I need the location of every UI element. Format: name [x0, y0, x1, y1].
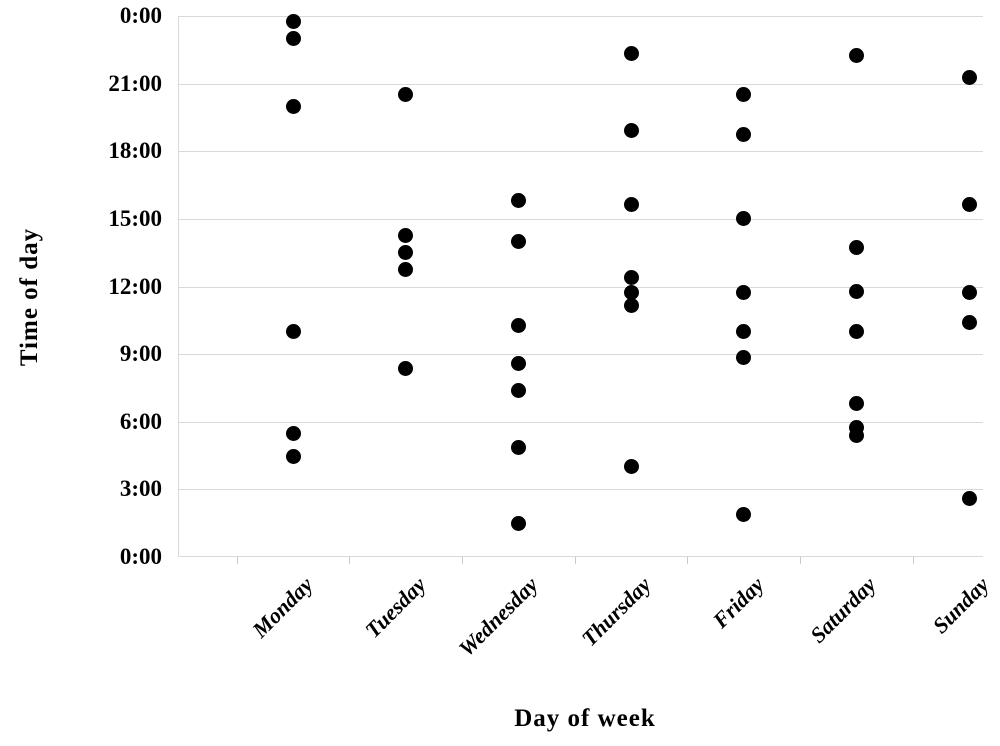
gridline: [179, 421, 983, 423]
data-point: [510, 382, 526, 398]
data-point: [623, 284, 639, 300]
x-axis-title: Day of week: [514, 705, 656, 732]
data-point: [510, 355, 526, 371]
data-point: [285, 449, 301, 465]
y-axis-tick-label: 0:00: [119, 3, 162, 28]
data-point: [398, 262, 414, 278]
data-point: [623, 196, 639, 212]
data-point: [285, 425, 301, 441]
y-axis-tick-label: 9:00: [119, 341, 162, 366]
data-point: [848, 283, 864, 299]
data-point: [736, 324, 752, 340]
data-point: [961, 315, 977, 331]
data-point: [623, 123, 639, 139]
data-point: [285, 98, 301, 114]
data-point: [736, 211, 752, 227]
gridline: [179, 556, 983, 557]
x-axis-tick: [349, 557, 351, 564]
data-point: [961, 284, 977, 300]
data-point: [398, 228, 414, 244]
data-point: [623, 45, 639, 61]
data-point: [736, 284, 752, 300]
data-point: [398, 87, 414, 103]
data-point: [736, 87, 752, 103]
x-axis-tick: [687, 557, 689, 564]
data-point: [848, 396, 864, 412]
data-point: [623, 269, 639, 285]
gridline: [179, 151, 983, 153]
data-point: [510, 193, 526, 209]
gridline: [179, 218, 983, 220]
gridline: [179, 16, 983, 17]
y-axis-tick-label: 12:00: [108, 274, 162, 299]
x-axis-tick: [800, 557, 801, 564]
data-point: [848, 47, 864, 63]
data-point: [623, 459, 639, 475]
data-point: [285, 14, 301, 30]
data-point: [961, 70, 977, 86]
data-point: [736, 506, 752, 522]
y-axis-tick-label: 0:00: [119, 544, 162, 569]
data-point: [848, 324, 864, 340]
gridline: [179, 83, 983, 85]
data-point: [961, 490, 977, 506]
gridline: [179, 286, 983, 288]
y-axis-tick-label: 3:00: [119, 476, 162, 501]
y-axis-tick-label: 15:00: [108, 206, 162, 231]
x-axis-tick: [912, 557, 914, 564]
data-point: [623, 298, 639, 314]
data-point: [510, 318, 526, 334]
data-point: [736, 350, 752, 365]
x-axis-tick: [574, 557, 576, 564]
data-point: [510, 233, 526, 249]
gridline: [179, 489, 983, 491]
data-point: [736, 126, 752, 142]
data-point: [961, 196, 977, 212]
x-axis-tick: [236, 557, 238, 564]
gridline: [179, 354, 983, 356]
data-point: [848, 427, 864, 443]
data-point: [398, 361, 414, 377]
y-axis-tick-label: 21:00: [108, 71, 162, 96]
y-axis-tick-label: 6:00: [119, 409, 162, 434]
data-point: [398, 245, 414, 261]
data-point: [285, 31, 301, 47]
y-axis-tick-label: 18:00: [108, 138, 162, 163]
data-point: [510, 440, 526, 456]
x-axis-tick: [462, 557, 463, 564]
data-point: [285, 324, 301, 340]
plot-area: [178, 14, 983, 564]
data-point: [848, 239, 864, 255]
data-point: [510, 515, 526, 531]
